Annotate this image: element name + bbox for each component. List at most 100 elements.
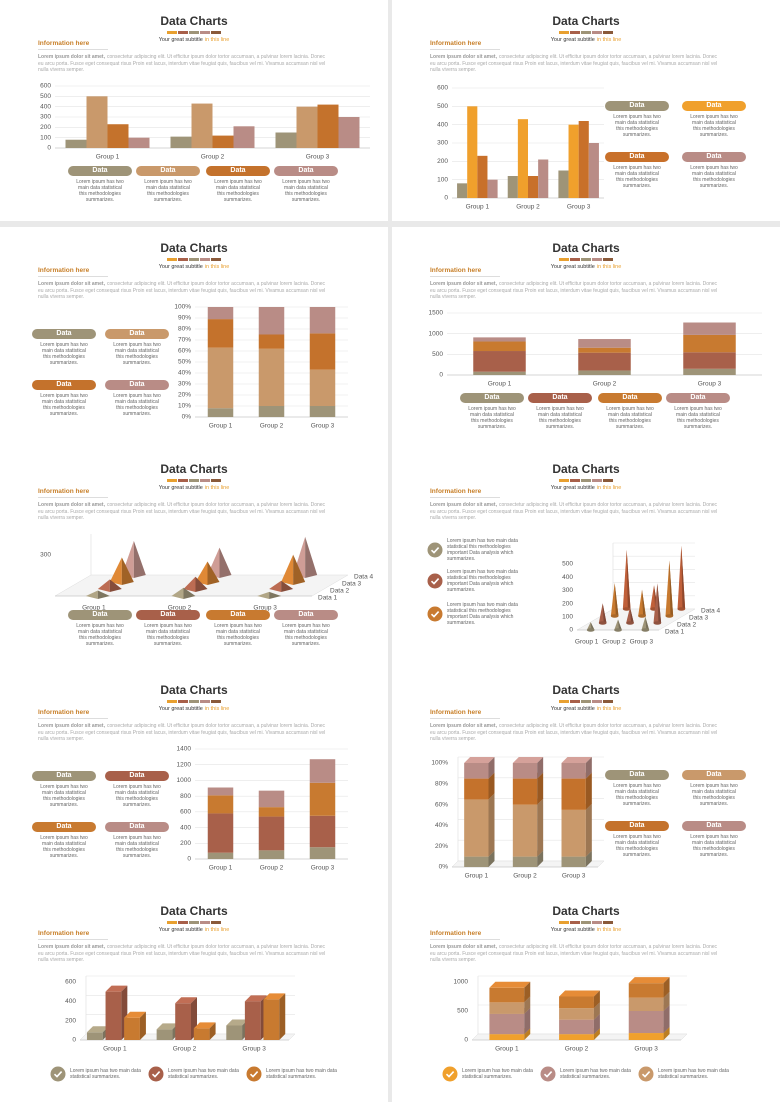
title-strip — [559, 258, 613, 261]
x-tick-label: Group 1 — [495, 1046, 519, 1053]
bar-side — [488, 850, 495, 867]
pyramid-left — [269, 580, 282, 592]
check-circle — [427, 606, 443, 622]
chart: 0 100 200 300 400 500 Group 1 Group 2 Group 3 Dat… — [562, 542, 721, 646]
pyramid-right — [219, 547, 232, 578]
cone-base — [677, 607, 686, 611]
bar — [561, 763, 586, 779]
x-tick-label: Group 2 — [516, 204, 540, 211]
bar — [86, 1032, 103, 1040]
bar — [588, 143, 599, 198]
pyramid-left — [183, 576, 196, 592]
x-tick-label: Group 3 — [311, 423, 335, 430]
slide: Data Charts Your great subtitle in this li… — [392, 227, 780, 448]
subtitle-accent: in this line — [596, 485, 622, 491]
card-text: Lorem ipsum has two main data statistica… — [76, 623, 124, 647]
card-text: Lorem ipsum has two main data statistica… — [606, 406, 654, 430]
bar — [683, 334, 736, 353]
x-tick-label: Group 3 — [253, 605, 277, 612]
body-rest: consectetur adipiscing elit. Ut efficitu… — [38, 502, 326, 521]
pyramid-left — [109, 557, 122, 585]
subtitle-text: Your great subtitle — [550, 706, 595, 712]
bar — [128, 137, 150, 148]
subtitle: Your great subtitle in this line — [392, 37, 780, 43]
bar — [559, 1019, 594, 1035]
card: Data Lorem ipsum has two main data statis… — [32, 380, 96, 417]
bar — [86, 96, 108, 148]
check-text: Lorem ipsum has two main data statistica… — [266, 1068, 337, 1080]
section-heading: Information here — [430, 488, 500, 498]
bar — [628, 997, 664, 1011]
bar — [258, 348, 285, 406]
strip-block — [211, 700, 221, 703]
bar-top — [193, 1022, 216, 1029]
title-strip — [167, 258, 221, 261]
x-tick-label: Group 1 — [82, 605, 106, 612]
bar — [628, 1033, 664, 1040]
x-tick-label: Group 1 — [465, 873, 489, 880]
bar — [258, 816, 285, 851]
card-label: Data — [105, 380, 169, 390]
pyramid-left — [257, 591, 270, 599]
title-strip — [559, 700, 613, 703]
title-strip — [167, 31, 221, 34]
y-tick-label: 400 — [562, 574, 573, 581]
y-tick-label: 30% — [178, 381, 191, 388]
depth-label: Data 1 — [318, 595, 338, 602]
title-strip — [167, 921, 221, 924]
card: Data Lorem ipsum has two main data statis… — [32, 329, 96, 366]
strip-block — [559, 31, 569, 34]
card-text: Lorem ipsum has two main data statistica… — [214, 623, 262, 647]
body-lead: Lorem ipsum dolor sit amet, — [38, 281, 105, 287]
x-tick-label: Group 2 — [260, 423, 284, 430]
strip-block — [559, 700, 569, 703]
cone-shade — [642, 589, 646, 618]
x-tick-label: Group 1 — [466, 204, 490, 211]
strip-block — [189, 700, 199, 703]
bar — [473, 337, 526, 342]
y-tick-label: 200 — [562, 600, 573, 607]
x-tick-label: Group 1 — [209, 423, 233, 430]
chart: 0% 10% 20% 30% 40% 50% 60% 70% 80% 90% 100% Group 1… — [174, 304, 348, 430]
check-mark — [249, 1071, 259, 1078]
strip-block — [200, 921, 210, 924]
pyramid-right — [133, 540, 146, 578]
bar — [309, 406, 336, 417]
card-text: Lorem ipsum has two main data statistica… — [536, 406, 584, 430]
cone-base — [641, 628, 650, 632]
bar-side — [524, 996, 531, 1014]
x-tick-label: Group 3 — [634, 1046, 658, 1053]
card: Data Lorem ipsum has two main data statis… — [136, 166, 200, 203]
cone-shade — [645, 616, 650, 632]
strip-block — [200, 700, 210, 703]
slide-title: Data Charts — [552, 14, 620, 28]
bar — [258, 307, 285, 335]
strip-block — [592, 479, 602, 482]
bar — [317, 104, 339, 148]
card-label: Data — [682, 101, 746, 111]
card: Data Lorem ipsum has two main data statis… — [682, 821, 746, 858]
check-circle — [442, 1066, 458, 1082]
y-tick-label: 500 — [457, 1008, 468, 1015]
check-icon — [246, 1066, 262, 1082]
y-tick-label: 1500 — [429, 310, 444, 317]
y-tick-label: 70% — [178, 337, 191, 344]
chart: 0 100 200 300 400 500 600 Group 1 Group 2 Group 3 — [437, 85, 604, 211]
bar-top — [464, 757, 495, 763]
card-text: Lorem ipsum has two main data statistica… — [76, 179, 124, 203]
check-icon — [427, 606, 443, 622]
card: Data Lorem ipsum has two main data statis… — [105, 822, 169, 859]
bar — [578, 352, 631, 371]
depth-label: Data 3 — [342, 581, 362, 588]
check-item: Lorem ipsum has two main data statistica… — [427, 538, 522, 562]
card-text: Lorem ipsum has two main data statistica… — [214, 179, 262, 203]
card-label: Data — [666, 393, 730, 403]
y-tick-label: 400 — [180, 824, 191, 831]
check-icon — [540, 1066, 556, 1082]
strip-block — [167, 700, 177, 703]
bar-top — [226, 1019, 249, 1026]
bar — [107, 124, 129, 148]
body-lead: Lorem ipsum dolor sit amet, — [38, 723, 105, 729]
bar — [473, 351, 526, 372]
card: Data Lorem ipsum has two main data statis… — [274, 166, 338, 203]
